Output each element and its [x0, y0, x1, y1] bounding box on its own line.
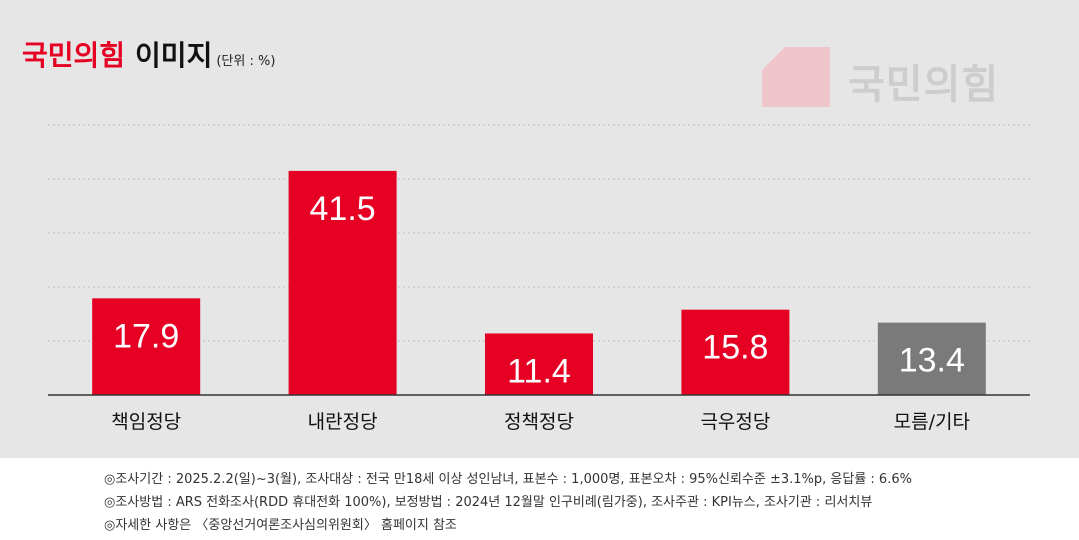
- unit-label: (단위 : %): [216, 54, 276, 69]
- category-label: 내란정당: [308, 411, 378, 433]
- page-title: 국민의힘 이미지 (단위 : %): [22, 34, 275, 74]
- title-party: 국민의힘: [22, 39, 126, 72]
- bar-5: [877, 322, 986, 395]
- bar-3: [485, 333, 593, 395]
- bar-value-label: 17.9: [113, 317, 179, 355]
- bar-value-label: 15.8: [702, 329, 768, 367]
- category-label: 정책정당: [504, 411, 574, 433]
- bar-2: [288, 170, 397, 395]
- party-logo-mark-icon: [762, 47, 830, 107]
- bar-value-label: 11.4: [507, 352, 571, 390]
- footnote-period: ◎조사기간 : 2025.2.2(일)~3(월), 조사대상 : 전국 만18세…: [104, 472, 912, 487]
- chart-panel: 국민의힘 이미지 (단위 : %) 국민의힘 17.9 책임정당 41.5 내란정당 11.…: [22, 34, 1030, 433]
- bar-value-label: 13.4: [899, 342, 965, 380]
- bar-4: [681, 309, 790, 395]
- bar-value-label: 41.5: [310, 190, 376, 228]
- footnote-reference: ◎자세한 사항은 〈중앙선거여론조사심의위원회〉 홈페이지 참조: [104, 518, 457, 533]
- footnote-method: ◎조사방법 : ARS 전화조사(RDD 휴대전화 100%), 보정방법 : …: [104, 495, 873, 510]
- bar-1: [92, 298, 201, 395]
- category-label: 극우정당: [700, 411, 770, 433]
- title-rest: 이미지: [135, 39, 213, 72]
- bar-chart: 17.9 책임정당 41.5 내란정당 11.4 정책정당 15.8 극우정당 13.4 모름/기…: [48, 124, 1030, 433]
- category-label: 모름/기타: [894, 411, 970, 433]
- category-label: 책임정당: [111, 411, 181, 433]
- party-logo-text: 국민의힘: [848, 62, 1000, 108]
- survey-footnotes: ◎조사기간 : 2025.2.2(일)~3(월), 조사대상 : 전국 만18세…: [0, 458, 1079, 540]
